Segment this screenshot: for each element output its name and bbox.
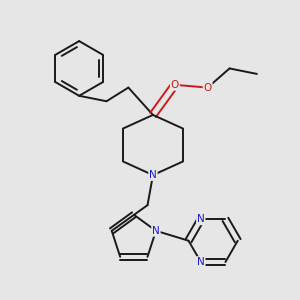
Text: N: N [197, 257, 205, 267]
Text: N: N [197, 214, 205, 224]
Text: N: N [152, 226, 160, 236]
Text: O: O [171, 80, 179, 90]
Text: O: O [203, 82, 212, 93]
Text: N: N [149, 170, 157, 180]
